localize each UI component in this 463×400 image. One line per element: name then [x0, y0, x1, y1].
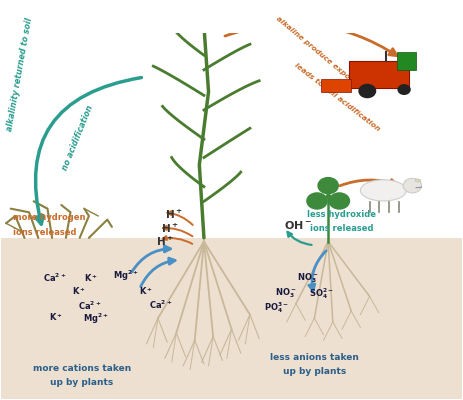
Text: $\mathbf{Ca^{2+}}$: $\mathbf{Ca^{2+}}$ [78, 299, 101, 312]
Text: $\mathbf{K^+}$: $\mathbf{K^+}$ [49, 312, 63, 323]
Text: leads to soil acidification: leads to soil acidification [294, 62, 381, 132]
Text: $\mathbf{K^+}$: $\mathbf{K^+}$ [84, 272, 98, 284]
FancyArrowPatch shape [225, 24, 397, 56]
Text: $\mathbf{K^+}$: $\mathbf{K^+}$ [72, 285, 86, 297]
FancyArrowPatch shape [163, 226, 193, 236]
Text: up by plants: up by plants [283, 367, 346, 376]
Circle shape [307, 193, 327, 209]
Circle shape [403, 178, 422, 193]
Text: alkalinity returned to soil: alkalinity returned to soil [6, 17, 34, 132]
Text: no acidification: no acidification [60, 104, 94, 172]
Ellipse shape [360, 180, 407, 201]
Circle shape [359, 84, 375, 98]
Text: less hydroxide: less hydroxide [307, 210, 376, 219]
Text: $\mathbf{H^+}$: $\mathbf{H^+}$ [165, 208, 183, 221]
Bar [321, 79, 351, 92]
Text: $\mathbf{NO_3^-}$: $\mathbf{NO_3^-}$ [297, 271, 318, 285]
Circle shape [329, 193, 350, 209]
Text: less anions taken: less anions taken [270, 353, 359, 362]
Text: $\mathbf{Ca^{2+}}$: $\mathbf{Ca^{2+}}$ [149, 298, 172, 310]
FancyArrowPatch shape [168, 211, 193, 225]
Circle shape [318, 178, 338, 194]
FancyArrowPatch shape [141, 258, 175, 286]
Bar [349, 61, 409, 88]
Circle shape [398, 85, 410, 94]
Text: $\mathbf{SO_4^{2-}}$: $\mathbf{SO_4^{2-}}$ [309, 286, 334, 301]
Bar [397, 52, 416, 70]
Text: more cations taken: more cations taken [33, 364, 131, 373]
Text: $\mathbf{OH^-}$: $\mathbf{OH^-}$ [284, 219, 313, 231]
Text: $\mathbf{H^+}$: $\mathbf{H^+}$ [161, 222, 178, 235]
FancyArrowPatch shape [36, 78, 141, 224]
Bar [1, 238, 462, 399]
Ellipse shape [415, 179, 421, 182]
Text: $\mathbf{Mg^{2+}}$: $\mathbf{Mg^{2+}}$ [83, 312, 109, 326]
FancyArrowPatch shape [340, 180, 396, 186]
Text: up by plants: up by plants [50, 378, 113, 387]
Text: $\mathbf{K^+}$: $\mathbf{K^+}$ [139, 285, 153, 297]
Text: $\mathbf{NO_3^-}$: $\mathbf{NO_3^-}$ [275, 287, 297, 300]
Text: ions released: ions released [310, 224, 374, 233]
Text: alkaline produce exported: alkaline produce exported [275, 15, 365, 92]
Text: $\mathbf{Mg^{2+}}$: $\mathbf{Mg^{2+}}$ [113, 269, 138, 284]
Text: more hydrogen: more hydrogen [13, 213, 86, 222]
FancyArrowPatch shape [132, 246, 170, 272]
Text: ions released: ions released [13, 228, 76, 237]
FancyArrowPatch shape [288, 232, 312, 245]
FancyArrowPatch shape [309, 251, 326, 290]
Text: $\mathbf{H^+}$: $\mathbf{H^+}$ [156, 235, 174, 248]
Text: $\mathbf{Ca^{2+}}$: $\mathbf{Ca^{2+}}$ [43, 272, 66, 284]
FancyArrowPatch shape [163, 236, 192, 244]
Text: $\mathbf{PO_4^{3-}}$: $\mathbf{PO_4^{3-}}$ [264, 300, 289, 316]
